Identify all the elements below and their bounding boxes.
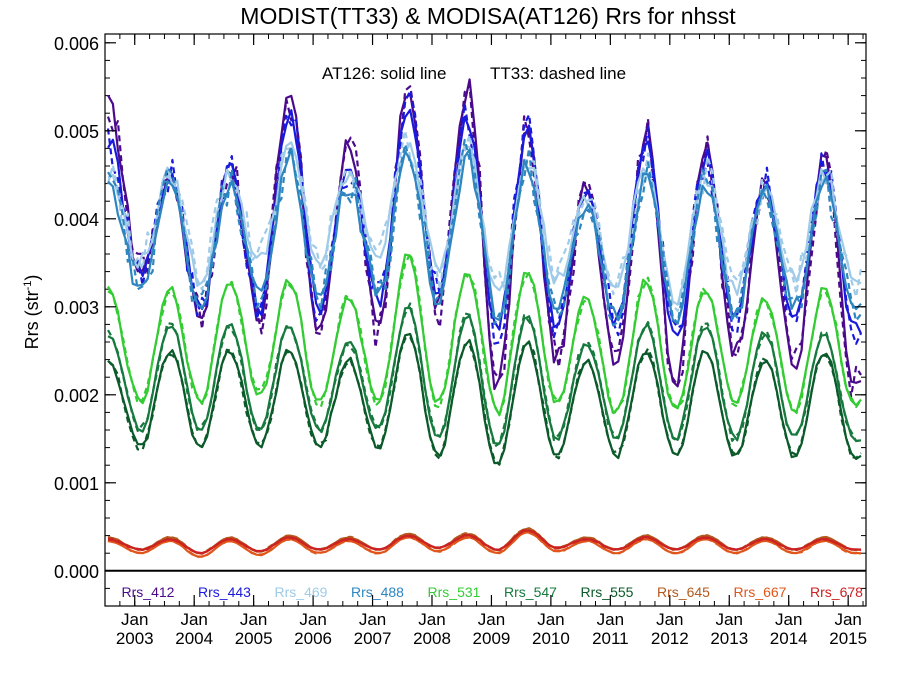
annotation-dashed-line: TT33: dashed line xyxy=(490,64,626,83)
x-tick-label-year: 2015 xyxy=(829,629,867,648)
x-tick-label-year: 2005 xyxy=(235,629,273,648)
x-tick-label-month: Jan xyxy=(359,610,386,629)
series-rrs-488 xyxy=(107,138,862,327)
y-axis-label-main: Rrs (str xyxy=(22,290,42,349)
y-axis-label-close: ) xyxy=(22,275,42,281)
x-tick-label-year: 2008 xyxy=(413,629,451,648)
series-line-dashed xyxy=(107,252,862,417)
x-tick-label-year: 2009 xyxy=(473,629,511,648)
series-lines-layer xyxy=(106,78,863,558)
x-tick-label-year: 2014 xyxy=(770,629,808,648)
series-line-dashed xyxy=(107,336,862,466)
chart-title: MODIST(TT33) & MODISA(AT126) Rrs for nhs… xyxy=(240,3,736,29)
x-tick-label-month: Jan xyxy=(180,610,207,629)
x-tick-label-month: Jan xyxy=(775,610,802,629)
series-line-dashed xyxy=(106,84,862,398)
series-line-dashed xyxy=(106,129,863,312)
y-tick-label: 0.005 xyxy=(54,122,99,142)
x-tick-label-year: 2004 xyxy=(175,629,213,648)
x-tick-label-year: 2013 xyxy=(710,629,748,648)
series-line-dashed xyxy=(107,531,862,558)
x-tick-label-month: Jan xyxy=(478,610,505,629)
x-tick-label-month: Jan xyxy=(716,610,743,629)
x-tick-label-month: Jan xyxy=(656,610,683,629)
x-tick-label-month: Jan xyxy=(537,610,564,629)
series-rrs-531 xyxy=(107,252,862,417)
x-tick-label-month: Jan xyxy=(240,610,267,629)
legend-layer: Rrs_412 Rrs_443 Rrs_469 Rrs_488 Rrs_531 Rrs_5… xyxy=(122,584,864,600)
series-line-dashed xyxy=(107,138,862,327)
series-line-dashed xyxy=(107,302,862,448)
x-tick-label-year: 2007 xyxy=(354,629,392,648)
x-tick-label-month: Jan xyxy=(121,610,148,629)
x-tick-label-month: Jan xyxy=(418,610,445,629)
legend-entry: Rrs_547 xyxy=(504,584,557,600)
y-axis-label: Rrs (str-1) xyxy=(22,275,42,350)
x-tick-label-year: 2012 xyxy=(651,629,689,648)
x-tick-label-month: Jan xyxy=(299,610,326,629)
legend-entry: Rrs_488 xyxy=(351,584,404,600)
legend-entry: Rrs_645 xyxy=(657,584,710,600)
y-tick-label: 0.004 xyxy=(54,210,99,230)
y-tick-label: 0.000 xyxy=(54,562,99,582)
x-tick-label-month: Jan xyxy=(834,610,861,629)
y-tick-label: 0.001 xyxy=(54,474,99,494)
legend-entry: Rrs_412 xyxy=(122,584,175,600)
y-tick-label: 0.002 xyxy=(54,386,99,406)
plot-frame xyxy=(104,33,867,607)
y-tick-label: 0.003 xyxy=(54,298,99,318)
x-tick-label-year: 2010 xyxy=(532,629,570,648)
legend-entry: Rrs_469 xyxy=(275,584,328,600)
y-tick-label: 0.006 xyxy=(54,34,99,54)
series-rrs-547 xyxy=(107,302,862,448)
legend-entry: Rrs_667 xyxy=(734,584,787,600)
annotation-solid-line: AT126: solid line xyxy=(322,64,446,83)
series-line-dashed xyxy=(107,529,862,555)
legend-entry: Rrs_443 xyxy=(198,584,251,600)
axes-layer: 0.0000.0010.0020.0030.0040.0050.006Jan20… xyxy=(54,33,867,648)
legend-entry: Rrs_555 xyxy=(581,584,634,600)
legend-entry: Rrs_531 xyxy=(428,584,481,600)
x-tick-label-month: Jan xyxy=(597,610,624,629)
series-rrs-678 xyxy=(107,529,862,555)
x-tick-label-year: 2011 xyxy=(592,629,629,648)
series-rrs-555 xyxy=(107,332,862,466)
x-tick-label-year: 2003 xyxy=(116,629,154,648)
y-axis-label-superscript: -1 xyxy=(22,281,34,291)
series-rrs-667 xyxy=(107,531,862,558)
x-tick-label-year: 2006 xyxy=(294,629,332,648)
legend-entry: Rrs_678 xyxy=(810,584,863,600)
